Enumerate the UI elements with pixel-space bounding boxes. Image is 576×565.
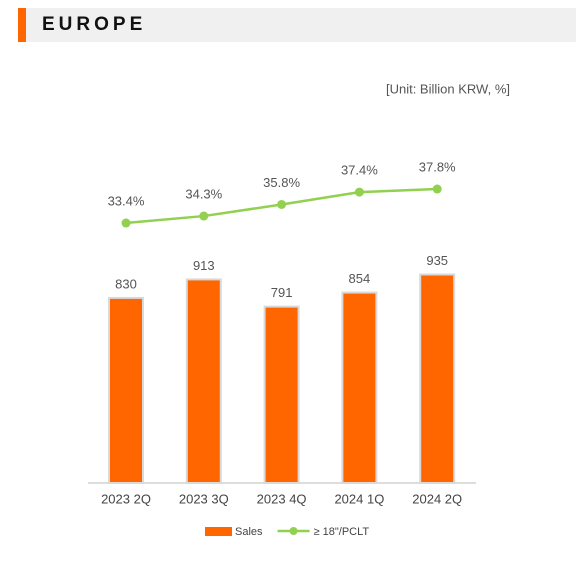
legend-swatch-point [289,527,298,535]
line-point [277,199,287,209]
line-value-label: 33.4% [108,193,145,208]
bar-value-label: 913 [193,258,215,273]
bar [419,273,456,484]
bar-value-label: 830 [115,276,137,291]
bar [263,305,300,484]
line-point [121,218,131,228]
line-point [199,211,209,221]
line-point [354,187,364,197]
line-value-label: 37.8% [419,159,456,174]
legend-swatch [205,527,232,536]
line-value-label: 37.4% [341,163,378,178]
bar [341,291,378,485]
header-title: EUROPE [42,14,146,35]
x-tick-label: 2024 2Q [412,491,462,506]
line-value-label: 34.3% [185,186,222,201]
bar-value-label: 791 [271,285,293,300]
header-band [18,8,576,42]
bar [185,278,222,484]
bar-value-label: 935 [426,253,448,268]
bar [108,296,144,484]
x-tick-label: 2023 2Q [101,491,151,506]
unit-label: [Unit: Billion KRW, %] [386,81,510,96]
bar-value-label: 854 [349,271,371,286]
x-tick-label: 2024 1Q [334,491,384,506]
x-tick-label: 2023 4Q [257,491,307,506]
line-point [432,184,442,194]
header-accent [18,8,26,42]
line-value-label: 35.8% [263,175,300,190]
legend-label: ≥ 18"/PCLT [314,526,370,538]
legend-label: Sales [235,526,263,538]
x-tick-label: 2023 3Q [179,491,229,506]
